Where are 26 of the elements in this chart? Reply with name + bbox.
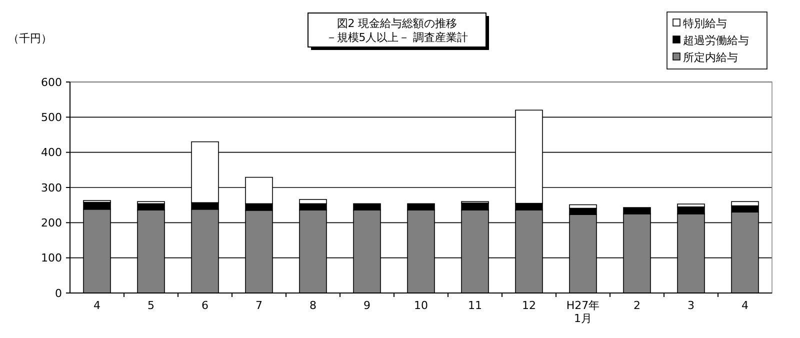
- x-tick-label: 5: [148, 299, 154, 312]
- x-tick-label: 11: [468, 299, 482, 312]
- x-tick-label: 8: [310, 299, 316, 312]
- x-tick-label: 9: [364, 299, 370, 312]
- chart-subtitle: －規模5人以上－ 調査産業計: [326, 31, 468, 44]
- chart-title: 図2 現金給与総額の推移: [336, 17, 458, 30]
- legend-label: 特別給与: [683, 16, 727, 30]
- x-tick-label: 2: [634, 299, 640, 312]
- legend-label: 所定内給与: [683, 50, 738, 64]
- y-tick-label: 300: [41, 181, 62, 194]
- x-tick-label: 6: [202, 299, 208, 312]
- y-tick-label: 600: [41, 76, 62, 89]
- y-tick-label: 500: [41, 111, 62, 124]
- y-tick-label: 100: [41, 252, 62, 265]
- x-tick-label: 12: [522, 299, 536, 312]
- y-tick-label: 400: [41, 146, 62, 160]
- x-tick-label: 4: [742, 299, 748, 312]
- y-tick-label: 0: [55, 286, 62, 300]
- x-tick-label: 3: [688, 299, 694, 312]
- x-tick-label: 7: [256, 299, 262, 312]
- x-tick-label: H27年 1月: [566, 299, 600, 325]
- x-tick-label: 4: [94, 299, 100, 312]
- legend-label: 超過労働給与: [683, 34, 749, 47]
- x-tick-label: 10: [414, 299, 428, 312]
- y-axis-title: （千円）: [8, 32, 52, 45]
- y-tick-label: 200: [41, 216, 62, 230]
